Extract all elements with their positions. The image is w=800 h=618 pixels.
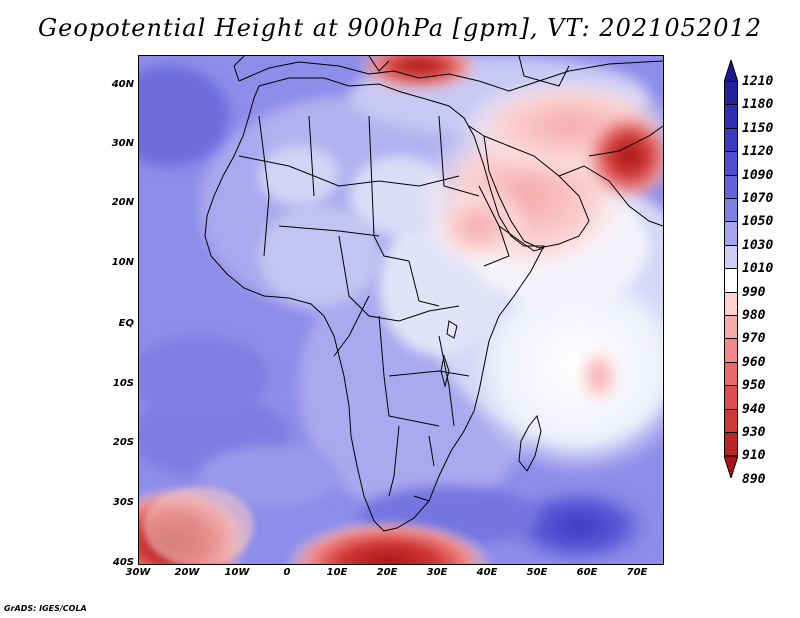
- colorbar-label: 1150: [742, 120, 774, 136]
- colorbar-label: 1180: [742, 97, 774, 113]
- lat-label-eq: EQ: [118, 318, 134, 329]
- colorbar-swatch: [724, 409, 738, 433]
- colorbar-label: 1120: [742, 144, 774, 160]
- lon-label-30e: 30E: [426, 567, 448, 578]
- colorbar-label: 930: [742, 425, 766, 440]
- lon-label-70e: 70E: [626, 567, 648, 578]
- colorbar-swatch: [724, 316, 738, 340]
- colorbar-swatch: [724, 128, 738, 153]
- map-panel: [138, 55, 664, 565]
- colorbar-swatch: [724, 292, 738, 316]
- colorbar-swatch: [724, 152, 738, 176]
- colorbar-label: 1210: [742, 74, 774, 89]
- colorbar-label: 890: [742, 471, 766, 487]
- coastlines: [204, 56, 663, 532]
- lon-label-10w: 10W: [224, 567, 250, 578]
- lat-label-30s: 30S: [112, 497, 134, 508]
- colorbar-label: 950: [742, 378, 766, 394]
- lon-label-10e: 10E: [326, 567, 348, 578]
- lon-label-30w: 30W: [125, 567, 151, 578]
- lon-label-20w: 20W: [174, 567, 200, 578]
- geopotential-height-field: [139, 56, 663, 564]
- map-title: Geopotential Height at 900hPa [gpm], VT:…: [38, 14, 762, 42]
- colorbar-label: 1050: [742, 214, 774, 230]
- colorbar-swatch: [724, 386, 738, 410]
- lon-label-20e: 20E: [376, 567, 398, 578]
- lat-label-30n: 30N: [111, 138, 134, 149]
- colorbar-swatch: [724, 339, 738, 363]
- colorbar-label: 1030: [742, 237, 774, 253]
- colorbar-label: 970: [742, 331, 766, 347]
- lat-label-40s: 40S: [112, 557, 134, 568]
- lat-label-10s: 10S: [112, 378, 134, 389]
- colorbar-swatch: [724, 433, 738, 457]
- colorbar-label: 1090: [742, 167, 774, 183]
- lat-label-20s: 20S: [112, 437, 134, 448]
- colorbar-label: 940: [742, 401, 766, 417]
- colorbar-label: 1010: [742, 261, 774, 277]
- colorbar-swatch: [724, 175, 738, 199]
- lon-label-60e: 60E: [576, 567, 598, 578]
- colorbar-swatch: [724, 82, 738, 106]
- colorbar-swatch: [724, 105, 738, 129]
- colorbar-bottom-arrow: [724, 456, 738, 479]
- colorbar-label: 980: [742, 308, 766, 323]
- colorbar-swatch: [724, 199, 738, 223]
- grads-credit: GrADS: IGES/COLA: [4, 604, 87, 613]
- colorbar-label: 910: [742, 448, 766, 464]
- lat-label-40n: 40N: [111, 79, 134, 90]
- colorbar-label: 960: [742, 354, 766, 370]
- colorbar-swatch: [724, 362, 738, 387]
- lat-label-10n: 10N: [111, 257, 134, 268]
- lon-label-50e: 50E: [526, 567, 548, 578]
- colorbar-swatch: [724, 269, 738, 293]
- colorbar-swatch: [724, 245, 738, 270]
- lat-label-20n: 20N: [111, 197, 134, 208]
- colorbar-top-arrow: [724, 60, 738, 82]
- colorbar-label: 990: [742, 284, 766, 300]
- lon-label-40e: 40E: [476, 567, 498, 578]
- lon-label-0: 0: [283, 567, 291, 578]
- colorbar-swatch: [724, 222, 738, 246]
- colorbar-label: 1070: [742, 191, 774, 206]
